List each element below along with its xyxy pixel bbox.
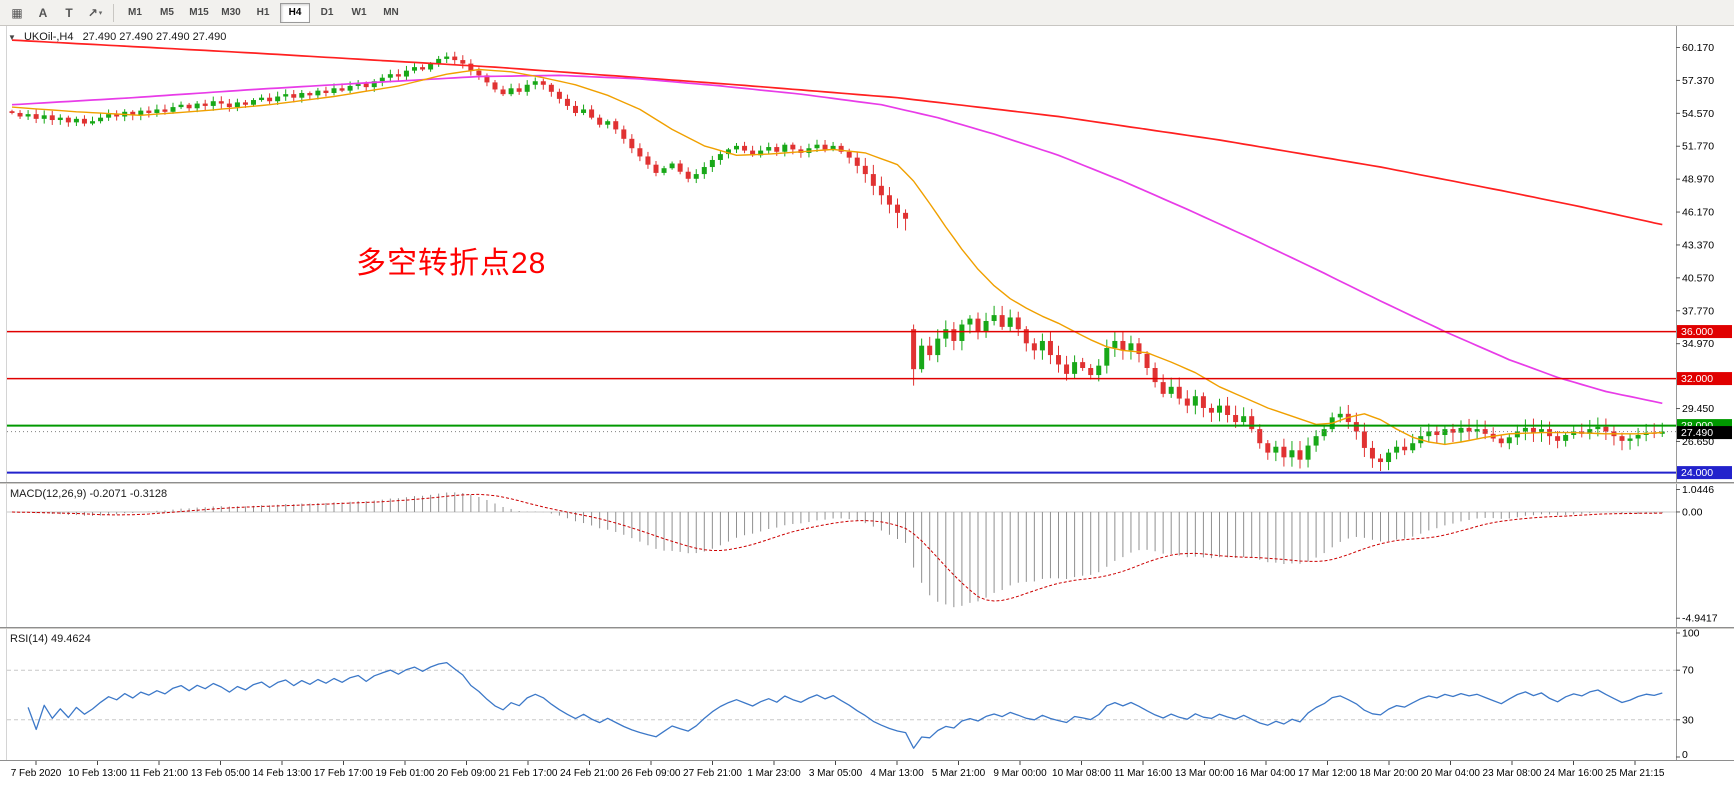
time-tick-label: 11 Mar 16:00 xyxy=(1114,768,1173,779)
timeframe-button-M30[interactable]: M30 xyxy=(221,7,241,18)
time-tick-label: 9 Mar 00:00 xyxy=(993,768,1047,779)
price-tick-label: 46.170 xyxy=(1682,207,1714,219)
time-tick-label: 14 Feb 13:00 xyxy=(253,768,312,779)
time-tick-label: 17 Mar 12:00 xyxy=(1298,768,1357,779)
hline-price-label-36.000-text: 36.000 xyxy=(1681,326,1713,338)
timeframe-button-H4[interactable]: H4 xyxy=(280,2,310,23)
time-tick-label: 20 Feb 09:00 xyxy=(437,768,496,779)
timeframe-button-H1[interactable]: H1 xyxy=(256,7,270,18)
timeframe-button-D1[interactable]: D1 xyxy=(320,7,334,18)
hline-price-label-32.000-text: 32.000 xyxy=(1681,373,1713,385)
time-tick-label: 16 Mar 04:00 xyxy=(1237,768,1296,779)
macd-histogram xyxy=(19,492,1663,608)
toolbar: ▦ A T ↗ ▾ M1 M5 M15 M30 H1 H4 D1 W1 MN xyxy=(0,0,1734,26)
ma-fast-line xyxy=(11,68,1663,446)
price-tick-label: 57.370 xyxy=(1682,75,1714,87)
timeframe-button-M5[interactable]: M5 xyxy=(160,7,174,18)
chart-text-annotation[interactable]: 多空转折点28 xyxy=(356,247,547,280)
symbol-info: ▼ UKOil-,H4 27.490 27.490 27.490 27.490 xyxy=(8,31,226,43)
chart-grid-tool-icon[interactable]: ▦ xyxy=(11,5,23,20)
time-tick-label: 23 Mar 08:00 xyxy=(1483,768,1542,779)
symbol-title: UKOil-,H4 xyxy=(23,31,74,43)
time-tick-label: 24 Mar 16:00 xyxy=(1544,768,1603,779)
timeframe-button-M1[interactable]: M1 xyxy=(128,7,142,18)
symbol-ohlc-values: 27.490 27.490 27.490 27.490 xyxy=(82,31,227,43)
hline-price-label-36.000 xyxy=(1677,325,1732,339)
hline-price-label-24.000-text: 24.000 xyxy=(1681,467,1713,479)
timeframe-bar: M1 M5 M15 M30 H1 H4 D1 W1 MN xyxy=(119,2,407,23)
main-price-panel[interactable] xyxy=(7,39,1676,474)
rsi-axis-label: 30 xyxy=(1682,714,1694,726)
time-tick-label: 3 Mar 05:00 xyxy=(809,768,863,779)
hline-price-label-24.000 xyxy=(1677,466,1732,480)
ma-medium-line xyxy=(11,74,1663,405)
time-tick-label: 26 Feb 09:00 xyxy=(622,768,681,779)
price-tick-label: 51.770 xyxy=(1682,141,1714,153)
indicators-tool-icon[interactable]: ↗ ▾ xyxy=(87,5,103,20)
price-axis[interactable]: 60.170 57.370 54.570 51.770 48.970 46.170 43.3… xyxy=(1676,42,1732,761)
price-tick-label: 40.570 xyxy=(1682,272,1714,284)
one-click-expander-icon[interactable]: ▼ xyxy=(8,33,16,42)
macd-axis-label: 1.0446 xyxy=(1682,484,1714,496)
time-tick-label: 18 Mar 20:00 xyxy=(1360,768,1419,779)
macd-panel[interactable] xyxy=(7,492,1676,608)
time-tick-label: 20 Mar 04:00 xyxy=(1421,768,1480,779)
hline-price-label-32.000 xyxy=(1677,372,1732,386)
time-tick-label: 5 Mar 21:00 xyxy=(932,768,986,779)
time-tick-label: 24 Feb 21:00 xyxy=(560,768,619,779)
time-tick-label: 11 Feb 21:00 xyxy=(130,768,189,779)
time-tick-label: 21 Feb 17:00 xyxy=(499,768,558,779)
price-tick-label: 34.970 xyxy=(1682,338,1714,350)
rsi-indicator-label: RSI(14) 49.4624 xyxy=(10,633,91,645)
time-tick-label: 13 Mar 00:00 xyxy=(1175,768,1234,779)
timeframe-button-MN[interactable]: MN xyxy=(383,7,399,18)
time-tick-label: 13 Feb 05:00 xyxy=(191,768,250,779)
time-tick-label: 10 Mar 08:00 xyxy=(1052,768,1111,779)
macd-axis-label: 0.00 xyxy=(1682,506,1703,518)
price-tick-label: 37.770 xyxy=(1682,305,1714,317)
candlestick-series xyxy=(9,51,1665,472)
time-axis[interactable]: 7 Feb 2020 10 Feb 13:00 11 Feb 21:00 13 Feb… xyxy=(11,761,1665,779)
macd-indicator-label: MACD(12,26,9) -0.2071 -0.3128 xyxy=(10,488,168,500)
time-tick-label: 25 Mar 21:15 xyxy=(1606,768,1665,779)
dropdown-caret-icon: ▾ xyxy=(98,9,103,17)
price-tick-label: 29.450 xyxy=(1682,403,1714,415)
rsi-axis-label: 100 xyxy=(1682,628,1700,640)
timeframe-button-W1[interactable]: W1 xyxy=(351,7,367,18)
toolbar-tools: ▦ A T ↗ ▾ xyxy=(4,2,108,24)
time-tick-label: 17 Feb 17:00 xyxy=(314,768,373,779)
price-tick-label: 48.970 xyxy=(1682,174,1714,186)
price-tick-label: 60.170 xyxy=(1682,42,1714,54)
current-price-label-text: 27.490 xyxy=(1681,427,1713,439)
current-price-label xyxy=(1677,426,1732,440)
time-tick-label: 4 Mar 13:00 xyxy=(870,768,924,779)
rsi-line xyxy=(27,661,1663,749)
time-tick-label: 7 Feb 2020 xyxy=(11,768,62,779)
rsi-axis-label: 70 xyxy=(1682,665,1694,677)
time-tick-label: 27 Feb 21:00 xyxy=(683,768,742,779)
toolbar-separator xyxy=(113,3,114,22)
timeframe-button-M15[interactable]: M15 xyxy=(189,7,209,18)
text-t-tool-icon[interactable]: T xyxy=(65,5,73,20)
macd-axis-label: -4.9417 xyxy=(1682,613,1718,625)
text-a-tool-icon[interactable]: A xyxy=(38,5,48,20)
price-tick-label: 54.570 xyxy=(1682,108,1714,120)
price-tick-label: 43.370 xyxy=(1682,239,1714,251)
rsi-panel[interactable] xyxy=(7,661,1676,749)
macd-signal-line xyxy=(11,493,1663,602)
panel-chrome xyxy=(0,26,1734,761)
time-tick-label: 1 Mar 23:00 xyxy=(747,768,801,779)
time-tick-label: 19 Feb 01:00 xyxy=(376,768,435,779)
time-tick-label: 10 Feb 13:00 xyxy=(68,768,127,779)
rsi-axis-label: 0 xyxy=(1682,749,1688,761)
ma-slow-line xyxy=(11,39,1663,226)
